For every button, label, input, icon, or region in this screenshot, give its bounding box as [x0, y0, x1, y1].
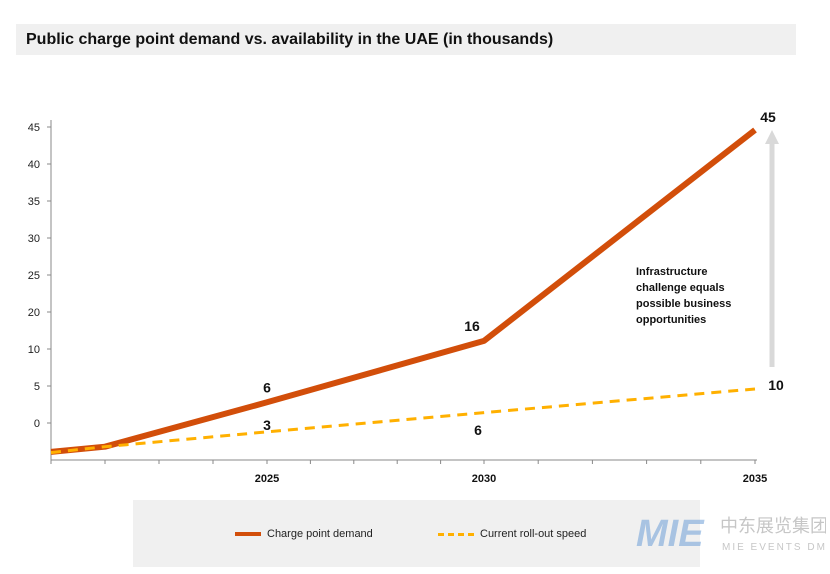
annotation: Infrastructure challenge equals possible…: [636, 266, 732, 326]
series-line-rollout: [50, 387, 756, 455]
chart-title: Public charge point demand vs. availabil…: [16, 24, 796, 55]
y-tick-label: 45: [28, 122, 40, 134]
watermark-logo: MIE 中东展览集团 MIE EVENTS DMCC: [636, 512, 830, 557]
data-label: 16: [464, 318, 480, 334]
x-tick-label: 2025: [255, 473, 279, 485]
y-tick-label: 30: [28, 233, 40, 245]
data-label: 6: [263, 379, 271, 395]
data-label: 45: [760, 109, 776, 125]
y-tick-label: 5: [34, 381, 40, 393]
watermark-en: MIE EVENTS DMCC: [722, 542, 826, 552]
arrow-head: [765, 130, 779, 144]
x-tick-label: 2030: [472, 473, 496, 485]
legend-item-rollout: Current roll-out speed: [438, 528, 586, 540]
legend-item-demand: Charge point demand: [235, 528, 373, 540]
legend-swatch-rollout: [438, 532, 474, 536]
data-label: 3: [263, 417, 271, 433]
legend: Charge point demand Current roll-out spe…: [133, 500, 700, 567]
data-label: 10: [768, 377, 784, 393]
y-tick-label: 40: [28, 159, 40, 171]
legend-label: Current roll-out speed: [480, 528, 587, 540]
x-tick-label: 2035: [743, 473, 767, 485]
svg-text:MIE: MIE: [636, 513, 705, 552]
y-tick-label: 25: [28, 270, 40, 282]
y-tick-label: 35: [28, 196, 40, 208]
data-label: 6: [474, 422, 482, 438]
y-tick-label: 20: [28, 307, 40, 319]
legend-swatch-demand: [235, 532, 261, 536]
y-tick-label: 0: [34, 418, 40, 430]
y-tick-label: 10: [28, 344, 40, 356]
legend-label: Charge point demand: [267, 528, 373, 540]
watermark-cn: 中东展览集团: [720, 516, 826, 537]
